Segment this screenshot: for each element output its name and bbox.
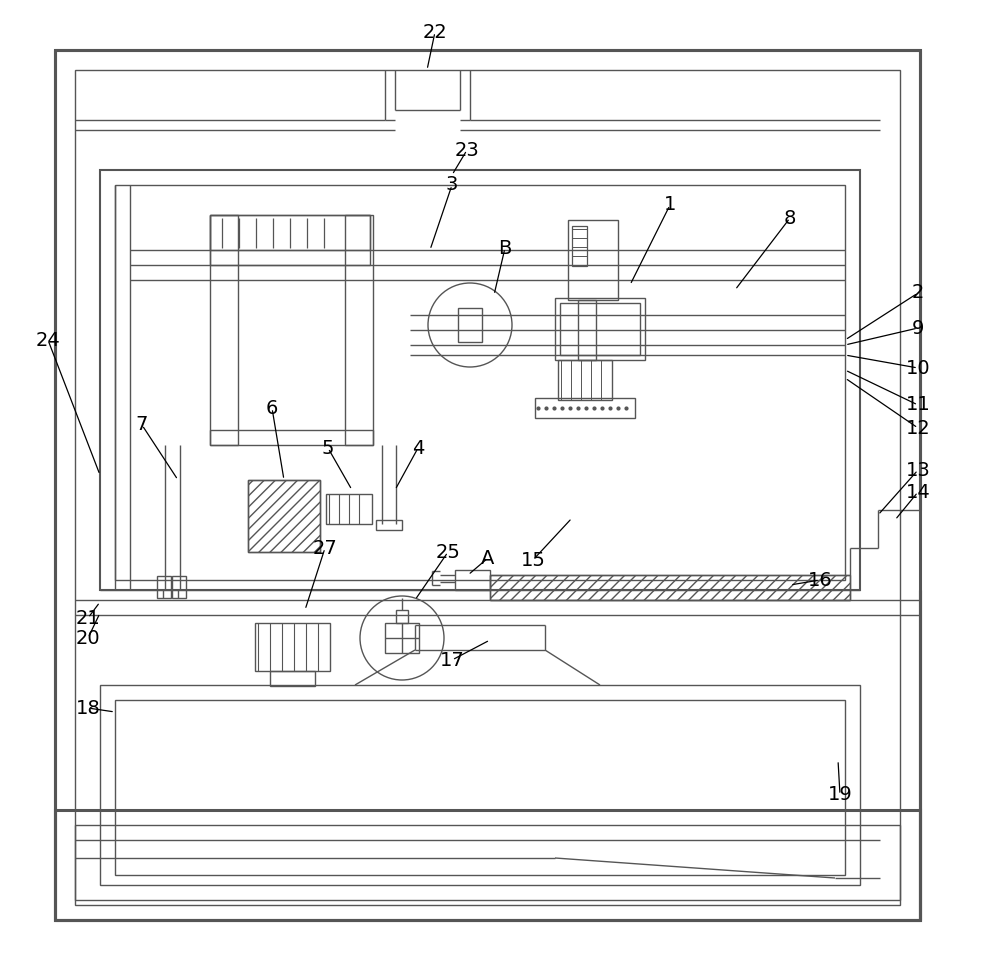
Bar xyxy=(100,170,860,590)
Text: 4: 4 xyxy=(412,438,424,457)
Bar xyxy=(115,700,845,875)
Text: 13: 13 xyxy=(906,460,930,480)
Text: 15: 15 xyxy=(521,551,545,569)
Text: 9: 9 xyxy=(912,319,924,337)
Bar xyxy=(210,215,370,250)
Text: 5: 5 xyxy=(322,438,334,457)
Text: 25: 25 xyxy=(436,542,460,561)
Bar xyxy=(100,685,860,885)
Bar xyxy=(535,398,635,418)
Text: 14: 14 xyxy=(906,482,930,502)
Bar xyxy=(376,520,402,530)
Text: 1: 1 xyxy=(664,195,676,215)
Text: B: B xyxy=(498,239,512,257)
Bar xyxy=(210,430,373,445)
Bar xyxy=(270,671,315,686)
Bar xyxy=(490,575,850,600)
Text: 11: 11 xyxy=(906,396,930,414)
Text: 19: 19 xyxy=(828,786,852,804)
Bar xyxy=(455,570,490,590)
Text: 24: 24 xyxy=(36,330,60,350)
Text: 22: 22 xyxy=(423,22,447,41)
Bar xyxy=(55,810,920,920)
Bar xyxy=(172,576,186,598)
Text: 20: 20 xyxy=(76,629,100,647)
Bar xyxy=(157,576,171,598)
Text: 16: 16 xyxy=(808,570,832,589)
Bar xyxy=(396,610,408,623)
Bar xyxy=(255,623,330,671)
Text: 17: 17 xyxy=(440,650,464,669)
Text: 21: 21 xyxy=(76,609,100,628)
Bar xyxy=(248,480,320,552)
Bar xyxy=(458,308,482,342)
Bar xyxy=(490,575,850,600)
Text: 12: 12 xyxy=(906,419,930,437)
Text: 8: 8 xyxy=(784,209,796,227)
Bar xyxy=(385,623,419,653)
Text: A: A xyxy=(481,549,495,567)
Bar xyxy=(560,303,640,355)
Text: 10: 10 xyxy=(906,358,930,377)
Text: 27: 27 xyxy=(313,538,337,558)
Bar xyxy=(75,825,900,905)
Bar xyxy=(115,185,845,580)
Bar xyxy=(210,215,238,445)
Bar xyxy=(555,298,645,360)
Bar xyxy=(572,226,587,266)
Bar xyxy=(75,70,900,900)
Bar xyxy=(345,215,373,445)
Bar xyxy=(568,220,618,300)
Bar xyxy=(326,494,372,524)
Text: 6: 6 xyxy=(266,399,278,418)
Bar xyxy=(210,215,370,265)
Bar xyxy=(578,300,596,360)
Text: 23: 23 xyxy=(455,141,479,160)
Bar xyxy=(55,50,920,920)
Text: 7: 7 xyxy=(136,415,148,434)
Bar xyxy=(558,360,612,400)
Text: 2: 2 xyxy=(912,283,924,302)
Text: 3: 3 xyxy=(446,175,458,195)
Text: 18: 18 xyxy=(76,698,100,717)
Bar xyxy=(248,480,320,552)
